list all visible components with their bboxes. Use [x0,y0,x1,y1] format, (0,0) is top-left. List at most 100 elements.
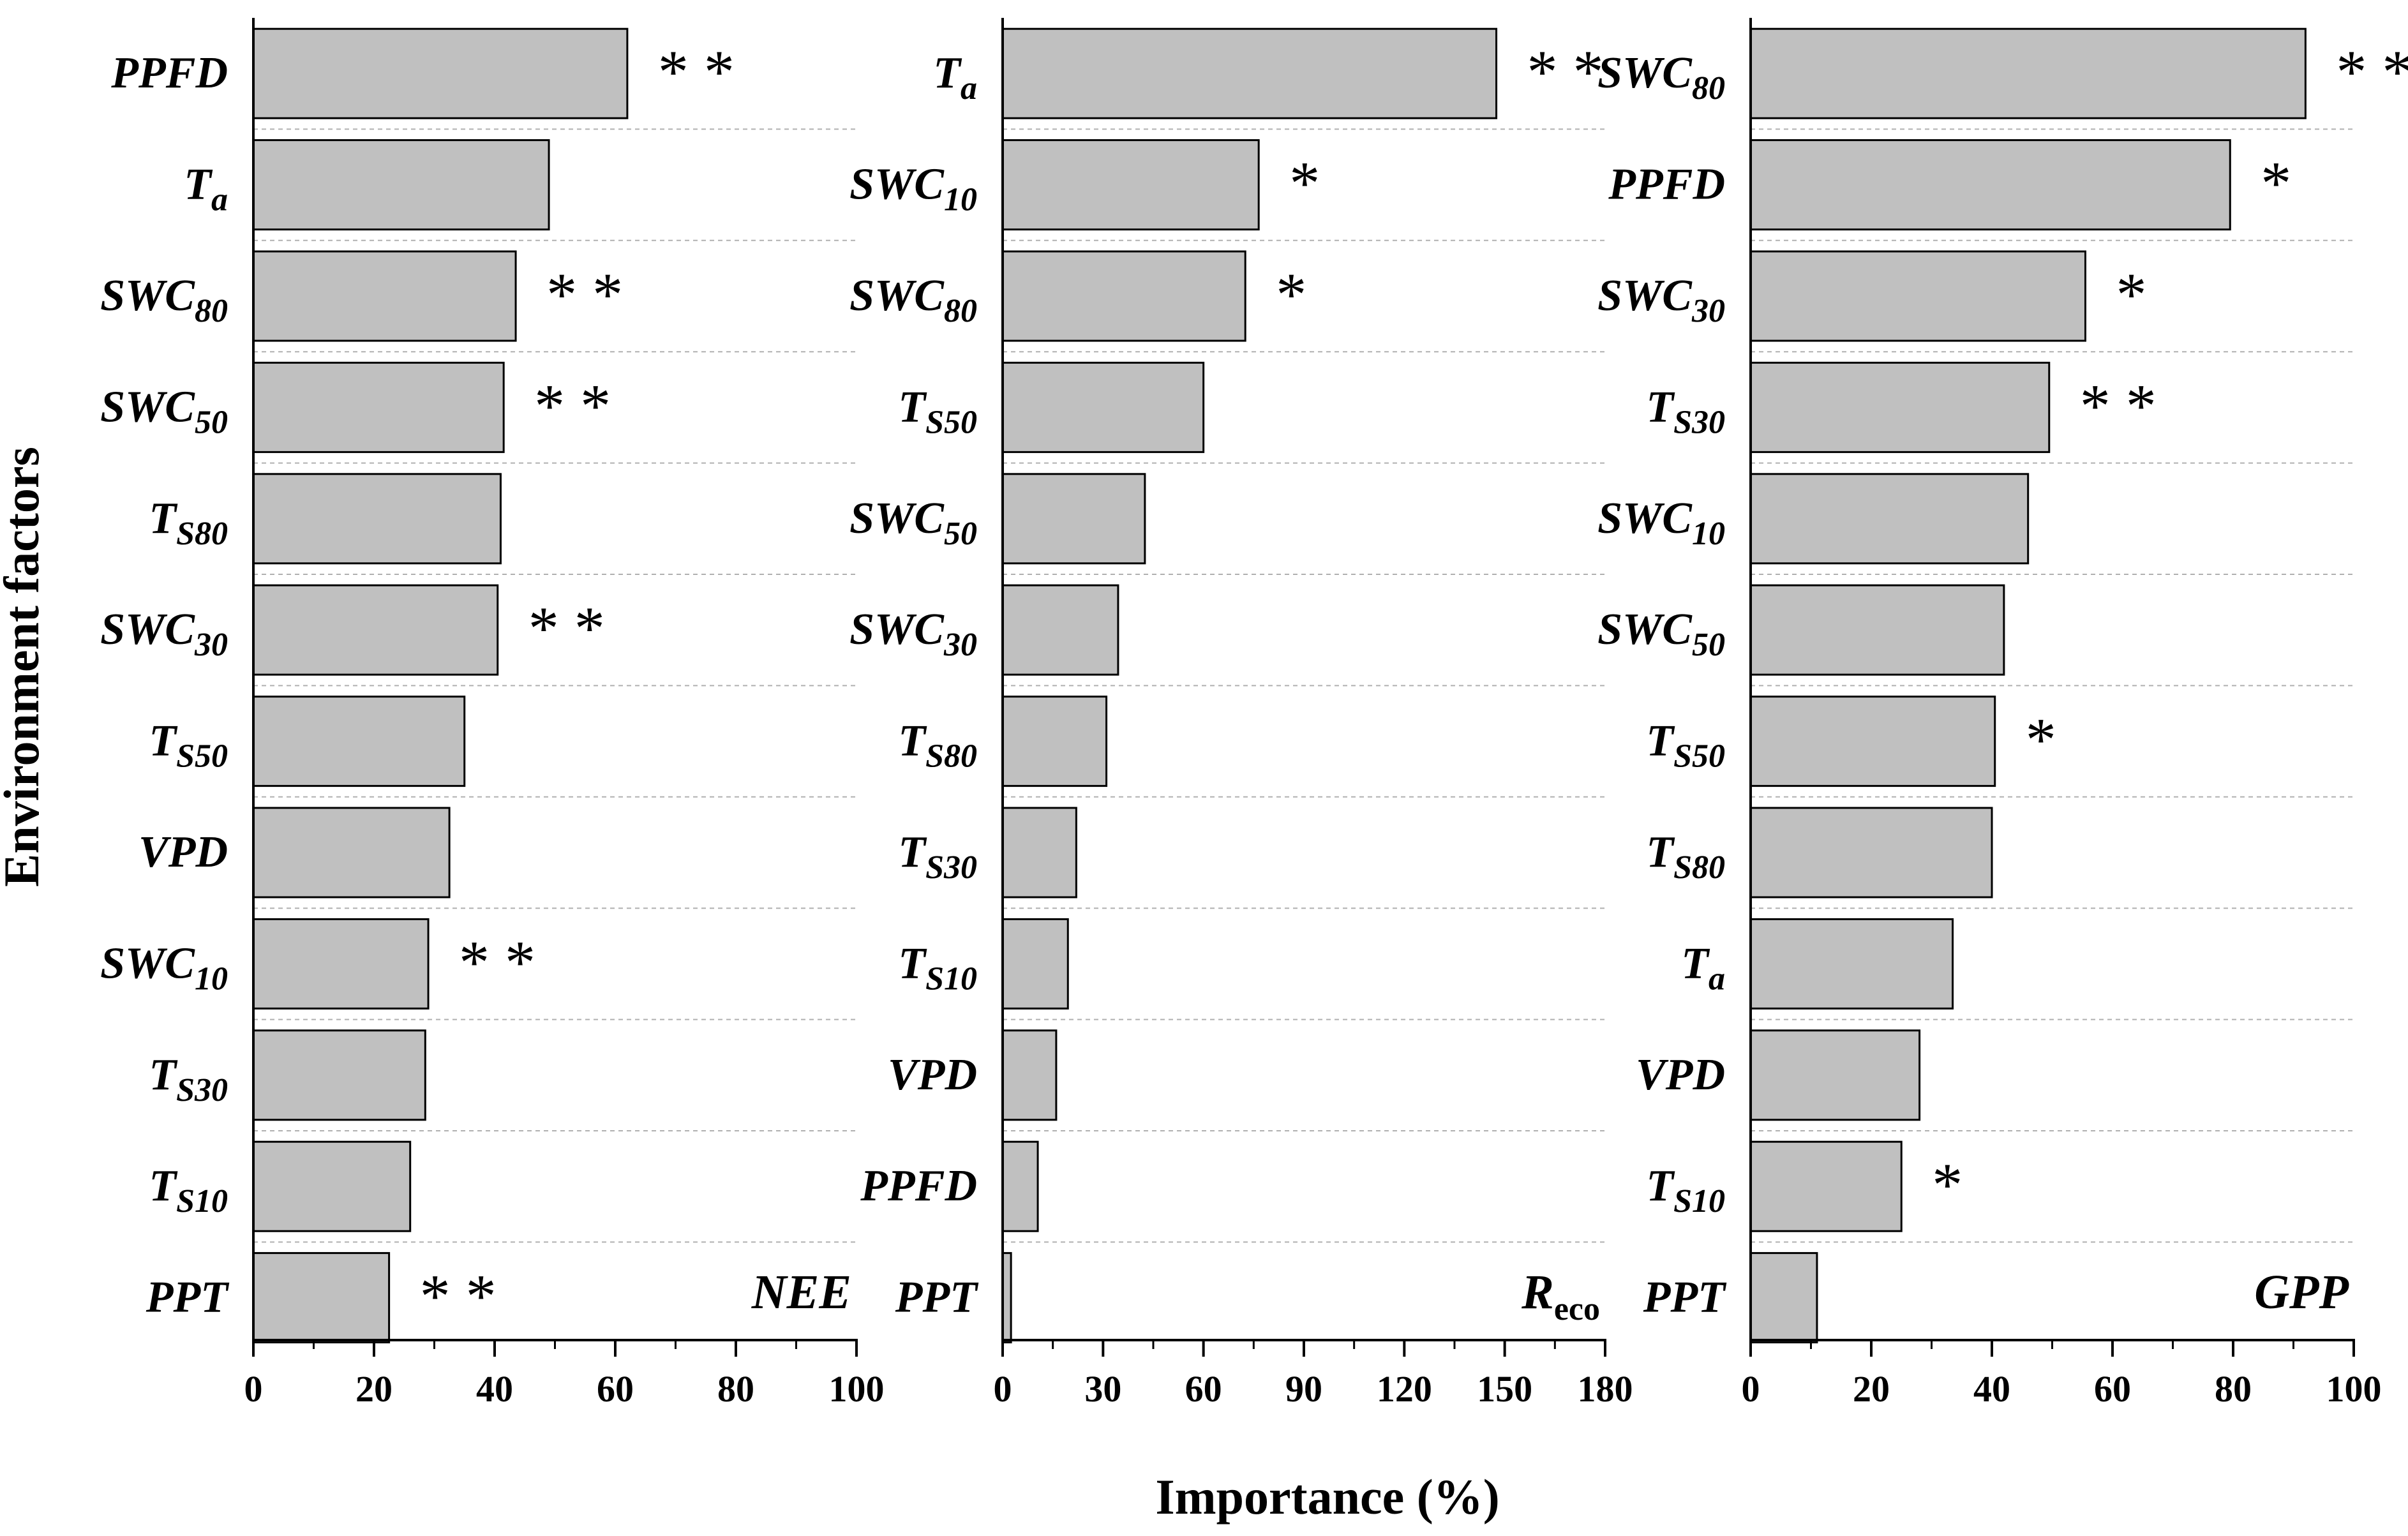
x-tick-label: 100 [2326,1368,2382,1410]
category-label: TS10 [149,1161,228,1219]
category-label: VPD [1636,1050,1725,1100]
category-label: SWC10 [1597,494,1725,552]
bar [1749,1252,1818,1344]
x-tick-label: 90 [1285,1368,1322,1410]
category-label: SWC80 [100,271,228,329]
bar [252,473,502,565]
bar [1001,696,1108,787]
category-label: TS80 [898,717,977,775]
bar [252,250,517,342]
x-tick-label: 20 [1853,1368,1890,1410]
significance-mark: * [1289,149,1320,218]
category-label: SWC50 [1597,605,1725,663]
significance-mark: * * [1527,38,1604,106]
bar [1749,361,2051,453]
bar [1749,1140,1903,1232]
bar [1001,584,1119,676]
category-label: PPT [895,1273,980,1322]
x-tick-label: 40 [1973,1368,2010,1410]
bar [252,361,505,453]
significance-mark: * * [2080,371,2157,440]
bar [1749,139,2231,231]
bar [252,27,629,119]
category-label: SWC50 [849,494,977,552]
bar [1001,1140,1039,1232]
significance-mark: * [2026,706,2056,774]
panel-label: Reco [1521,1265,1600,1327]
significance-mark: * [2261,149,2291,218]
significance-mark: * * [528,594,605,662]
category-label: TS10 [898,939,977,997]
category-label: SWC80 [1597,48,1725,107]
x-tick-label: 60 [597,1368,634,1410]
category-label: PPFD [1608,160,1725,209]
bar [1001,250,1246,342]
category-label: Ta [933,48,977,107]
bar [1749,918,1954,1010]
category-label: TS10 [1646,1161,1725,1219]
panel-label: NEE [751,1265,851,1319]
x-tick-label: 60 [1185,1368,1222,1410]
bar [252,1140,412,1232]
category-label: VPD [138,828,228,877]
x-tick-label: 100 [829,1368,885,1410]
category-label: PPT [1643,1273,1728,1322]
significance-mark: * [1276,260,1306,329]
panel-2: Ta * * SWC10 * SWC80 * TS50 SWC50 SWC30 TS80 TS30 T… [849,18,1633,1410]
bar [1749,584,2005,676]
significance-mark: * * [546,260,623,329]
category-label: TS30 [1646,382,1725,440]
category-label: TS80 [149,494,228,552]
x-tick-label: 60 [2094,1368,2131,1410]
category-label: SWC30 [849,605,977,663]
x-tick-label: 40 [476,1368,513,1410]
x-tick-label: 180 [1578,1368,1633,1410]
x-tick-label: 150 [1477,1368,1532,1410]
category-label: TS50 [1646,717,1725,775]
x-axis-title: Importance (%) [1155,1469,1499,1525]
bar [1001,807,1077,898]
x-tick-label: 20 [355,1368,393,1410]
significance-mark: * * [459,928,535,996]
category-label: TS30 [149,1050,228,1108]
significance-mark: * * [420,1262,497,1331]
x-tick-label: 30 [1084,1368,1121,1410]
bar [252,139,550,231]
bar [252,696,466,787]
bar [252,918,430,1010]
significance-mark: * * [658,38,735,106]
bar [1001,27,1498,119]
panel-1: PPFD * * Ta SWC80 * * SWC50 * * TS80 SWC30 * * TS5… [100,18,885,1410]
y-axis-title: Environment factors [0,447,49,887]
x-tick-label: 80 [2215,1368,2252,1410]
category-label: SWC10 [100,939,228,997]
bar [1001,473,1146,565]
category-label: PPFD [110,48,228,98]
category-label: TS30 [898,828,977,886]
category-label: PPFD [860,1161,977,1211]
bar [252,584,499,676]
significance-mark: * * [534,371,611,440]
bar [1749,807,1993,898]
category-label: SWC30 [1597,271,1725,329]
bar [1001,139,1260,231]
bar [1749,27,2307,119]
x-tick-label: 0 [994,1368,1012,1410]
significance-mark: * [2116,260,2146,329]
significance-mark: * * [2336,38,2408,106]
category-label: SWC10 [849,160,977,218]
x-tick-label: 0 [244,1368,263,1410]
bar [1749,250,2086,342]
category-label: VPD [888,1050,977,1100]
significance-mark: * [1932,1151,1963,1219]
panel-3: SWC80 * * PPFD * SWC30 * TS30 * * SWC10 SWC50 TS50… [1597,18,2408,1410]
category-label: SWC30 [100,605,228,663]
category-label: SWC80 [849,271,977,329]
category-label: TS50 [898,382,977,440]
category-label: TS50 [149,717,228,775]
category-label: Ta [184,160,228,218]
x-tick-label: 120 [1377,1368,1432,1410]
bar [1001,361,1205,453]
